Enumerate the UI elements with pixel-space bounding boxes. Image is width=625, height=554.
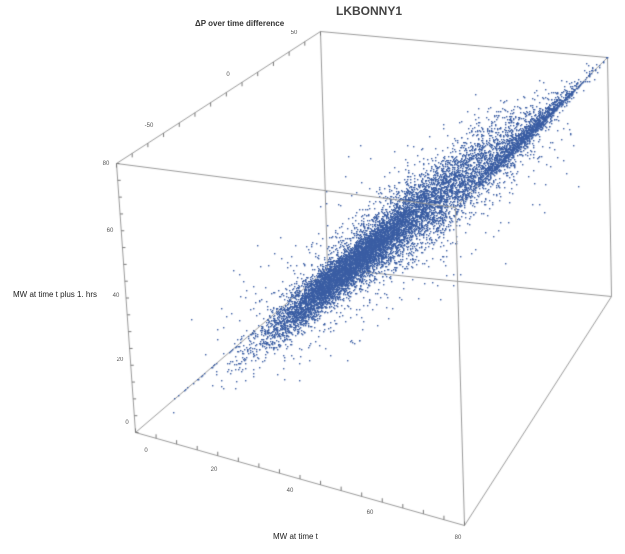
chart-title: LKBONNY1: [336, 4, 403, 18]
y-tick-label: 80: [102, 161, 110, 167]
z-tick-label: -50: [144, 123, 154, 129]
x-tick-label: 60: [366, 510, 374, 516]
z-tick-label: 50: [290, 30, 298, 36]
x-tick-label: 20: [210, 467, 218, 473]
y-axis-title: MW at time t plus 1. hrs: [13, 290, 98, 299]
y-tick-label: 0: [125, 420, 129, 426]
x-tick-label: 80: [454, 535, 462, 541]
y-tick-label: 40: [112, 293, 120, 299]
x-tick-label: 0: [144, 448, 148, 454]
z-tick-label: 0: [226, 72, 230, 78]
x-tick-label: 40: [286, 488, 294, 494]
y-tick-label: 60: [106, 228, 114, 234]
y-tick-label: 20: [116, 357, 124, 363]
z-axis-title: ΔP over time difference: [195, 19, 285, 28]
x-axis-title: MW at time t: [273, 532, 318, 541]
